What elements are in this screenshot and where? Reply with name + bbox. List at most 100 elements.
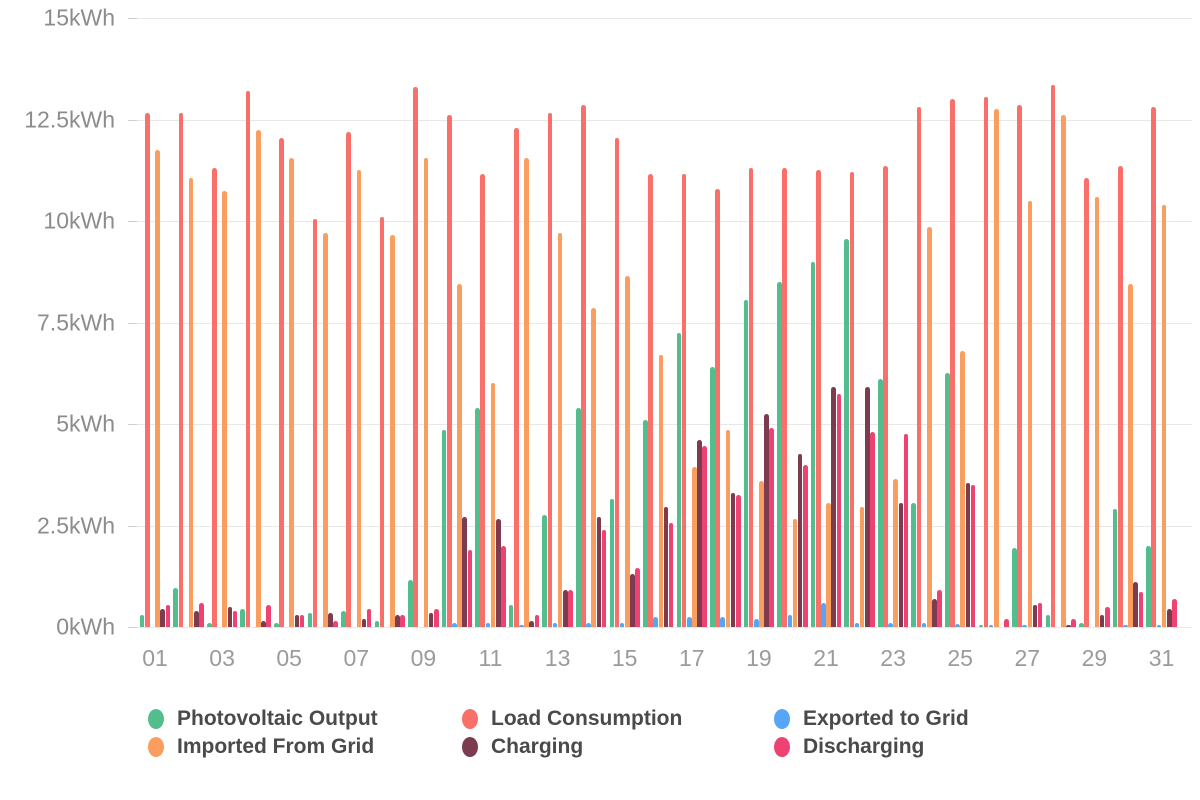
bar-day31-exported-to-grid[interactable] bbox=[1156, 624, 1162, 627]
bar-day10-charging[interactable] bbox=[462, 517, 467, 627]
bar-day25-imported-from-grid[interactable] bbox=[960, 350, 966, 627]
bar-day06-imported-from-grid[interactable] bbox=[323, 233, 328, 627]
bar-day31-charging[interactable] bbox=[1166, 608, 1172, 627]
bar-day24-charging[interactable] bbox=[932, 598, 937, 627]
bar-day12-imported-from-grid[interactable] bbox=[524, 158, 529, 627]
bar-day09-load-consumption[interactable] bbox=[413, 87, 418, 627]
bar-day24-discharging[interactable] bbox=[937, 590, 942, 627]
bar-day27-discharging[interactable] bbox=[1037, 602, 1043, 627]
bar-day13-discharging[interactable] bbox=[568, 590, 573, 627]
bar-day15-exported-to-grid[interactable] bbox=[619, 622, 625, 627]
bar-day20-discharging[interactable] bbox=[803, 464, 808, 627]
bar-day18-discharging[interactable] bbox=[735, 495, 741, 627]
bar-day06-discharging[interactable] bbox=[333, 620, 338, 627]
bar-day04-imported-from-grid[interactable] bbox=[255, 129, 261, 627]
bar-day20-charging[interactable] bbox=[797, 454, 803, 627]
bar-day29-charging[interactable] bbox=[1099, 614, 1105, 627]
bar-day04-photovoltaic-output[interactable] bbox=[240, 608, 246, 627]
bar-day02-imported-from-grid[interactable] bbox=[188, 178, 194, 627]
bar-day16-charging[interactable] bbox=[663, 507, 669, 627]
bar-day05-load-consumption[interactable] bbox=[279, 137, 284, 627]
bar-day04-charging[interactable] bbox=[261, 620, 266, 627]
bar-day11-imported-from-grid[interactable] bbox=[490, 383, 496, 627]
bar-day09-imported-from-grid[interactable] bbox=[423, 158, 429, 627]
bar-day05-imported-from-grid[interactable] bbox=[289, 158, 295, 627]
bar-day13-exported-to-grid[interactable] bbox=[552, 622, 558, 627]
bar-day15-imported-from-grid[interactable] bbox=[624, 275, 630, 627]
bar-day12-exported-to-grid[interactable] bbox=[519, 624, 524, 627]
bar-day11-photovoltaic-output[interactable] bbox=[475, 407, 480, 627]
bar-day20-imported-from-grid[interactable] bbox=[792, 519, 798, 627]
bar-day27-imported-from-grid[interactable] bbox=[1027, 200, 1033, 627]
bar-day23-discharging[interactable] bbox=[903, 434, 909, 627]
bar-day17-charging[interactable] bbox=[697, 440, 702, 627]
bar-day11-discharging[interactable] bbox=[501, 545, 506, 627]
bar-day16-load-consumption[interactable] bbox=[648, 174, 653, 627]
bar-day02-charging[interactable] bbox=[193, 610, 199, 627]
bar-day18-photovoltaic-output[interactable] bbox=[710, 367, 715, 627]
bar-day24-photovoltaic-output[interactable] bbox=[911, 503, 917, 627]
bar-day05-charging[interactable] bbox=[294, 614, 300, 627]
bar-day15-photovoltaic-output[interactable] bbox=[609, 499, 615, 627]
bar-day13-imported-from-grid[interactable] bbox=[557, 233, 563, 627]
bar-day10-photovoltaic-output[interactable] bbox=[441, 430, 447, 627]
bar-day16-photovoltaic-output[interactable] bbox=[643, 419, 648, 627]
bar-day31-photovoltaic-output[interactable] bbox=[1146, 545, 1151, 627]
bar-day13-load-consumption[interactable] bbox=[547, 113, 553, 627]
bar-day18-load-consumption[interactable] bbox=[715, 188, 720, 627]
bar-day01-charging[interactable] bbox=[160, 608, 166, 627]
bar-day14-imported-from-grid[interactable] bbox=[591, 308, 597, 627]
bar-day31-imported-from-grid[interactable] bbox=[1161, 204, 1167, 627]
bar-day02-discharging[interactable] bbox=[199, 602, 204, 627]
bar-day28-load-consumption[interactable] bbox=[1050, 84, 1056, 627]
bar-day15-charging[interactable] bbox=[630, 574, 635, 627]
bar-day30-charging[interactable] bbox=[1133, 582, 1138, 627]
bar-day03-discharging[interactable] bbox=[232, 610, 238, 627]
bar-day19-load-consumption[interactable] bbox=[748, 168, 754, 627]
bar-day21-discharging[interactable] bbox=[836, 393, 842, 627]
bar-day10-discharging[interactable] bbox=[467, 549, 473, 627]
bar-day03-charging[interactable] bbox=[227, 606, 233, 627]
legend-item-photovoltaic-output[interactable]: Photovoltaic Output bbox=[148, 707, 378, 731]
bar-day10-load-consumption[interactable] bbox=[446, 115, 452, 627]
bar-day28-charging[interactable] bbox=[1066, 624, 1071, 627]
bar-day02-load-consumption[interactable] bbox=[178, 113, 184, 627]
bar-day26-imported-from-grid[interactable] bbox=[994, 109, 999, 627]
legend-item-imported-from-grid[interactable]: Imported From Grid bbox=[148, 735, 374, 759]
bar-day20-exported-to-grid[interactable] bbox=[787, 614, 793, 627]
legend-item-discharging[interactable]: Discharging bbox=[774, 735, 924, 759]
legend-item-charging[interactable]: Charging bbox=[462, 735, 583, 759]
bar-day14-discharging[interactable] bbox=[601, 529, 607, 627]
bar-day21-imported-from-grid[interactable] bbox=[826, 503, 831, 627]
bar-day08-load-consumption[interactable] bbox=[379, 216, 385, 627]
bar-day30-photovoltaic-output[interactable] bbox=[1112, 509, 1118, 627]
bar-day04-discharging[interactable] bbox=[266, 604, 271, 627]
bar-day14-charging[interactable] bbox=[596, 517, 602, 627]
bar-day08-photovoltaic-output[interactable] bbox=[374, 620, 380, 627]
bar-day28-photovoltaic-output[interactable] bbox=[1045, 614, 1051, 627]
bar-day11-charging[interactable] bbox=[495, 519, 501, 627]
bar-day05-photovoltaic-output[interactable] bbox=[274, 622, 279, 627]
bar-day24-load-consumption[interactable] bbox=[916, 107, 922, 627]
bar-day30-discharging[interactable] bbox=[1138, 592, 1144, 627]
bar-day06-load-consumption[interactable] bbox=[312, 218, 318, 627]
bar-day18-charging[interactable] bbox=[730, 493, 736, 627]
bar-day07-charging[interactable] bbox=[361, 618, 367, 627]
bar-day23-photovoltaic-output[interactable] bbox=[877, 379, 883, 627]
bar-day09-charging[interactable] bbox=[428, 612, 434, 627]
bar-day07-photovoltaic-output[interactable] bbox=[341, 610, 346, 627]
bar-day22-load-consumption[interactable] bbox=[849, 172, 855, 627]
bar-day12-charging[interactable] bbox=[529, 620, 535, 627]
bar-day05-discharging[interactable] bbox=[299, 614, 305, 627]
bar-day25-charging[interactable] bbox=[965, 482, 971, 627]
bar-day25-photovoltaic-output[interactable] bbox=[945, 373, 950, 627]
bar-day30-exported-to-grid[interactable] bbox=[1123, 624, 1128, 627]
bar-day29-load-consumption[interactable] bbox=[1084, 178, 1089, 627]
bar-day23-load-consumption[interactable] bbox=[883, 166, 888, 627]
bar-day26-exported-to-grid[interactable] bbox=[988, 624, 994, 627]
bar-day30-imported-from-grid[interactable] bbox=[1128, 283, 1133, 627]
bar-day22-exported-to-grid[interactable] bbox=[854, 622, 860, 627]
bar-day26-discharging[interactable] bbox=[1004, 618, 1009, 627]
bar-day10-exported-to-grid[interactable] bbox=[452, 622, 457, 627]
bar-day19-photovoltaic-output[interactable] bbox=[743, 300, 749, 627]
